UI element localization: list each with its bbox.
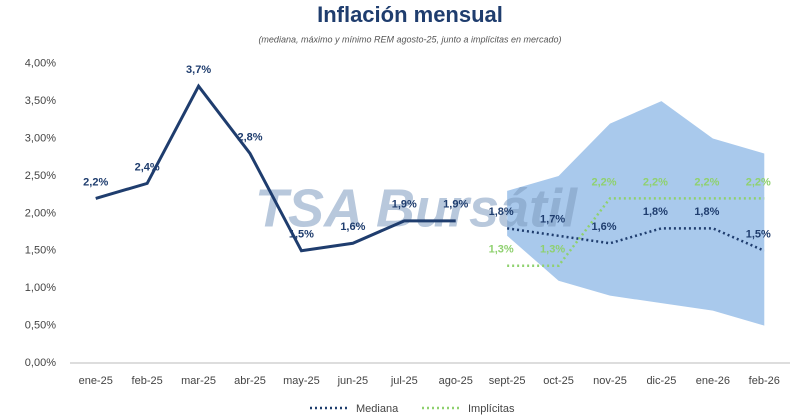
chart-title: Inflación mensual — [317, 2, 503, 27]
data-label: 1,5% — [289, 229, 314, 241]
data-label: 1,8% — [643, 206, 668, 218]
series-line — [507, 197, 765, 267]
data-label: 1,8% — [694, 206, 719, 218]
data-label: 1,3% — [489, 244, 514, 256]
y-tick-label: 2,00% — [25, 207, 56, 219]
x-tick-label: ene-25 — [79, 375, 113, 387]
data-label: 1,6% — [591, 221, 616, 233]
y-tick-label: 0,50% — [25, 319, 56, 331]
data-label: 2,4% — [135, 161, 160, 173]
x-tick-label: sept-25 — [489, 375, 526, 387]
y-tick-label: 2,50% — [25, 170, 56, 182]
x-tick-label: dic-25 — [646, 375, 676, 387]
data-label: 2,2% — [694, 176, 719, 188]
x-tick-label: mar-25 — [181, 375, 216, 387]
data-label: 1,9% — [392, 199, 417, 211]
x-tick-label: may-25 — [283, 375, 320, 387]
watermark: TSA Bursátil — [255, 178, 578, 238]
data-label: 1,5% — [746, 229, 771, 241]
data-label: 3,7% — [186, 64, 211, 76]
x-tick-label: feb-26 — [749, 375, 780, 387]
legend-label: Implícitas — [468, 403, 515, 415]
x-tick-label: feb-25 — [132, 375, 163, 387]
data-label: 1,3% — [540, 244, 565, 256]
series-line — [95, 83, 456, 253]
y-tick-label: 3,50% — [25, 95, 56, 107]
y-tick-label: 1,00% — [25, 282, 56, 294]
data-label: 1,8% — [489, 206, 514, 218]
x-tick-label: nov-25 — [593, 375, 627, 387]
y-tick-label: 0,00% — [25, 357, 56, 369]
y-tick-label: 4,00% — [25, 58, 56, 70]
data-label: 2,2% — [591, 176, 616, 188]
x-tick-label: ago-25 — [439, 375, 473, 387]
data-label: 2,8% — [237, 131, 262, 143]
data-label: 1,7% — [540, 214, 565, 226]
y-tick-label: 3,00% — [25, 132, 56, 144]
data-label: 1,6% — [340, 221, 365, 233]
x-tick-label: jun-25 — [337, 375, 369, 387]
legend-label: Mediana — [356, 403, 399, 415]
x-tick-label: ene-26 — [696, 375, 730, 387]
data-label: 1,9% — [443, 199, 468, 211]
data-label: 2,2% — [643, 176, 668, 188]
y-tick-label: 1,50% — [25, 245, 56, 257]
rem-range-band — [507, 101, 765, 326]
x-tick-label: oct-25 — [543, 375, 574, 387]
data-label: 2,2% — [746, 176, 771, 188]
x-tick-label: abr-25 — [234, 375, 266, 387]
series-line — [506, 227, 765, 252]
data-label: 2,2% — [83, 176, 108, 188]
chart-subtitle: (mediana, máximo y mínimo REM agosto-25,… — [258, 34, 561, 44]
x-tick-label: jul-25 — [390, 375, 418, 387]
